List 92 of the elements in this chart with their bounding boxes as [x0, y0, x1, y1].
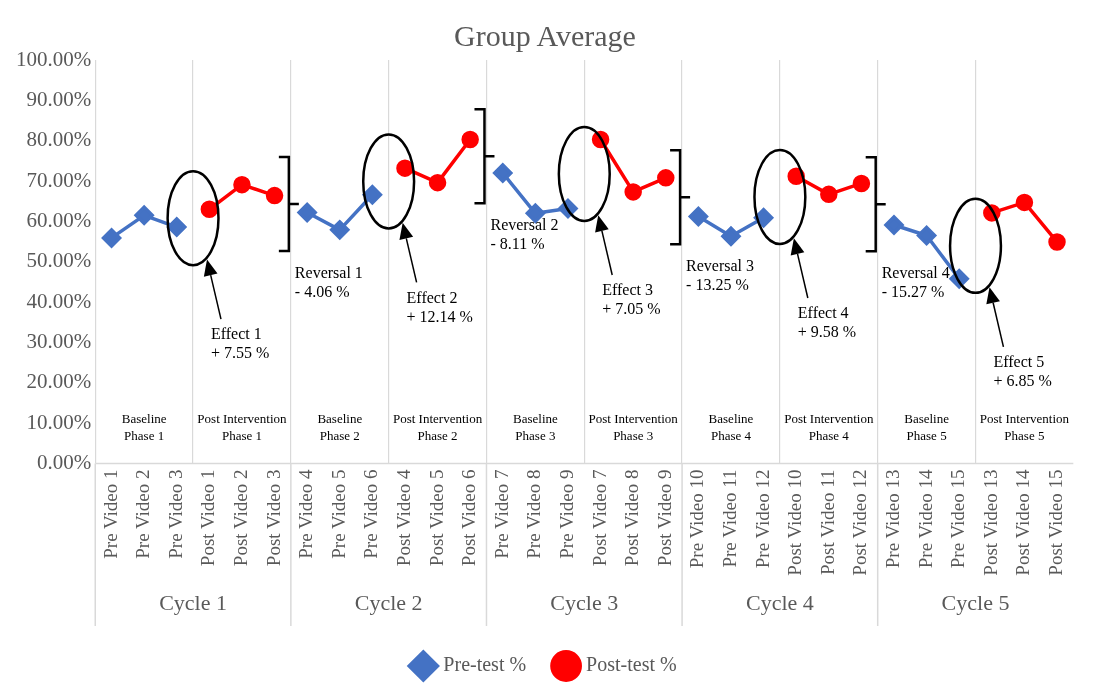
point — [753, 208, 774, 228]
annotation: Post Intervention Phase 5 — [979, 410, 1070, 443]
annotation: Effect 2 + 12.14 % — [406, 288, 473, 325]
x-tick-label: Post Video 12 — [849, 469, 871, 576]
x-tick-label: Pre Video 4 — [295, 468, 317, 559]
x-tick-label: Pre Video 11 — [718, 469, 740, 568]
text: Cycle 2 — [354, 589, 423, 615]
x-tick-label: Post Video 15 — [1044, 469, 1066, 576]
point — [721, 226, 741, 247]
point — [820, 185, 838, 204]
point — [362, 185, 383, 205]
text: Cycle 3 — [550, 589, 619, 615]
point — [624, 183, 642, 201]
annotation: Effect 5 + 6.85 % — [993, 353, 1052, 389]
x-tick-label: Post Video 14 — [1012, 468, 1034, 576]
point — [167, 217, 187, 237]
y-tick-label: 40.00% — [26, 288, 92, 313]
x-tick-label: Pre Video 15 — [947, 469, 969, 569]
x-tick-label: Pre Video 10 — [686, 469, 708, 569]
y-tick-label: 100.00% — [15, 46, 92, 71]
text: Cycle 5 — [941, 589, 1010, 615]
x-tick-label: Post Video 13 — [979, 469, 1001, 576]
legend-label: Post-test % — [586, 653, 677, 676]
y-tick-label: 10.00% — [26, 409, 92, 434]
x-tick-label: Post Video 8 — [621, 469, 643, 567]
y-tick-label: 90.00% — [26, 86, 92, 111]
annotation: Post Intervention Phase 2 — [392, 410, 483, 443]
point — [297, 202, 317, 223]
y-tick-label: 60.00% — [26, 207, 92, 232]
y-tick-label: 30.00% — [26, 328, 92, 353]
y-tick-label: 0.00% — [36, 449, 92, 474]
annotation: Baseline Phase 5 — [904, 410, 950, 443]
point — [657, 169, 675, 187]
x-tick-label: Pre Video 14 — [914, 468, 936, 569]
point — [461, 130, 479, 149]
y-tick-label: 80.00% — [26, 127, 92, 152]
point — [688, 206, 709, 227]
x-tick-label: Pre Video 13 — [881, 469, 903, 569]
annotation: Reversal 3 - 13.25 % — [686, 257, 755, 294]
point — [101, 228, 122, 248]
x-tick-label: Post Video 6 — [458, 469, 480, 567]
annotation: Reversal 1 - 4.06 % — [294, 264, 363, 301]
point — [428, 173, 447, 192]
x-tick-label: Post Video 5 — [425, 469, 447, 567]
x-tick-label: Pre Video 3 — [164, 469, 186, 559]
y-tick-label: 20.00% — [26, 369, 92, 394]
x-tick-label: Post Video 7 — [588, 469, 610, 567]
x-tick-label: Post Video 9 — [653, 469, 675, 567]
point — [134, 205, 154, 226]
point — [852, 174, 871, 193]
x-tick-label: Post Video 3 — [262, 469, 284, 567]
legend-label: Pre-test % — [443, 653, 527, 676]
point — [1015, 193, 1034, 212]
annotation: Post Intervention Phase 1 — [197, 410, 288, 443]
x-tick-label: Pre Video 8 — [523, 469, 545, 559]
text: Cycle 4 — [745, 589, 814, 615]
annotation: Post Intervention Phase 4 — [784, 410, 874, 443]
annotation: Baseline Phase 1 — [121, 410, 167, 443]
x-tick-label: Pre Video 6 — [360, 469, 382, 559]
annotation: Effect 1 + 7.55 % — [210, 325, 270, 362]
point — [330, 220, 350, 240]
point — [916, 225, 937, 246]
x-tick-label: Post Video 11 — [816, 469, 838, 575]
annotation: Reversal 4 - 15.27 % — [881, 264, 950, 301]
annotation: Baseline Phase 3 — [512, 410, 558, 443]
y-tick-label: 70.00% — [26, 167, 92, 192]
annotation: Baseline Phase 4 — [708, 410, 754, 443]
chart-title: Group Average — [454, 18, 636, 52]
x-tick-label: Pre Video 1 — [99, 469, 121, 559]
annotation: Post Intervention Phase 3 — [588, 410, 679, 443]
x-tick-label: Post Video 1 — [197, 469, 219, 567]
x-tick-label: Post Video 4 — [392, 468, 414, 567]
point — [884, 215, 904, 235]
x-tick-label: Pre Video 7 — [490, 469, 512, 559]
point — [265, 186, 284, 205]
point — [1048, 233, 1066, 251]
x-tick-label: Post Video 10 — [784, 469, 806, 576]
x-tick-label: Pre Video 9 — [555, 469, 577, 559]
point — [200, 200, 219, 219]
annotation: Effect 3 + 7.05 % — [602, 281, 661, 318]
y-tick-label: 50.00% — [26, 248, 92, 273]
point — [396, 159, 414, 177]
point — [493, 163, 513, 183]
text: Cycle 1 — [159, 589, 227, 615]
annotation: Reversal 2 - 8.11 % — [490, 216, 559, 253]
annotation: Effect 4 + 9.58 % — [797, 304, 857, 341]
x-tick-label: Post Video 2 — [229, 469, 251, 567]
annotation: Baseline Phase 2 — [317, 410, 363, 443]
x-tick-label: Pre Video 5 — [327, 469, 349, 559]
x-tick-label: Pre Video 2 — [132, 469, 154, 559]
point — [233, 175, 251, 194]
x-tick-label: Pre Video 12 — [751, 469, 773, 569]
